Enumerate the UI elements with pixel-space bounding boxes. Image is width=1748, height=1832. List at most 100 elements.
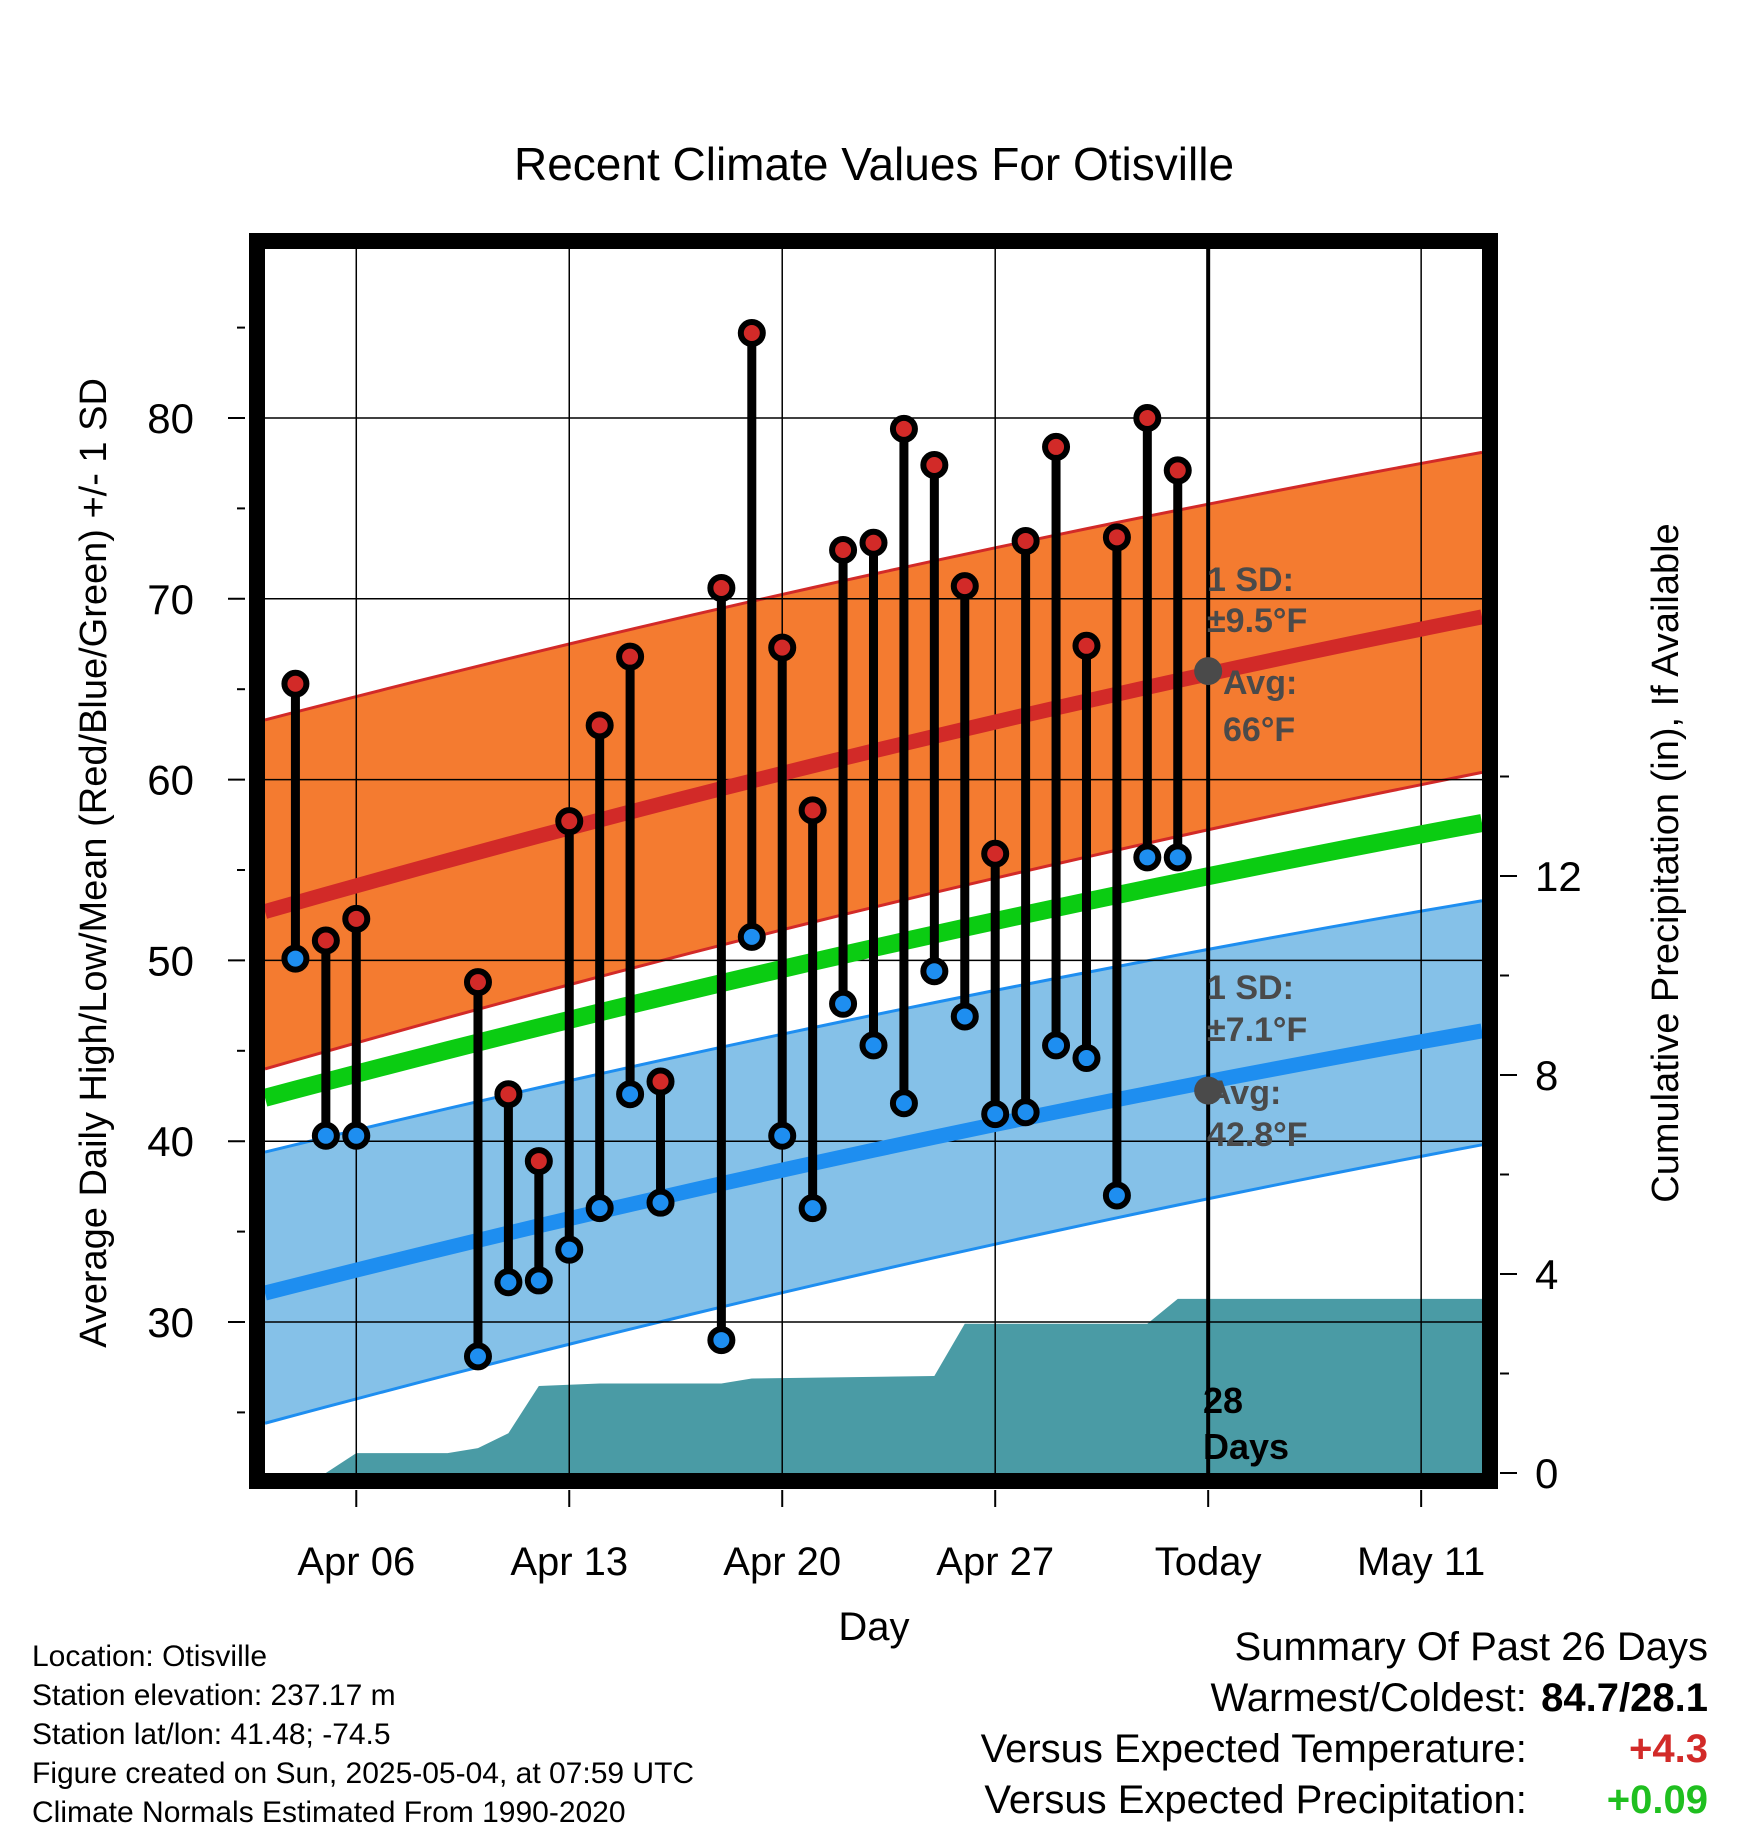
- high-point-25: [1163, 456, 1192, 485]
- low-point-14: [829, 989, 858, 1018]
- high-point-16: [889, 414, 918, 443]
- low-point-4: [494, 1268, 523, 1297]
- low-point-5: [524, 1266, 553, 1295]
- low-sd-lower-line: [264, 1143, 1483, 1425]
- high-point-23: [1102, 523, 1131, 552]
- low-point-11: [737, 922, 766, 951]
- low-point-21: [1042, 1031, 1071, 1060]
- x-tick-label-3: Apr 27: [936, 1540, 1054, 1584]
- high-point-6: [555, 807, 584, 836]
- high-point-18: [950, 572, 979, 601]
- y-tick-label-40: 40: [147, 1118, 194, 1165]
- low-avg-value: 42.8°F: [1207, 1116, 1308, 1154]
- high-avg-title: Avg:: [1223, 664, 1297, 702]
- y2-axis-label: Cumulative Precipitation (in), If Availa…: [1645, 523, 1687, 1202]
- high-point-0: [281, 669, 310, 698]
- days-number: 28: [1203, 1380, 1243, 1421]
- low-point-6: [555, 1235, 584, 1264]
- high-point-8: [616, 642, 645, 671]
- y2-tick-label-8: 8: [1535, 1052, 1558, 1099]
- high-point-4: [494, 1080, 523, 1109]
- high-point-24: [1133, 404, 1162, 432]
- low-point-2: [342, 1121, 371, 1150]
- low-point-19: [981, 1100, 1010, 1129]
- normals-text: Climate Normals Estimated From 1990-2020: [32, 1796, 626, 1829]
- x-tick-label-4: Today: [1155, 1540, 1262, 1584]
- low-point-13: [798, 1194, 827, 1223]
- plot-frame: [249, 233, 1498, 1489]
- high-sd-value: ±9.5°F: [1207, 602, 1307, 640]
- created-text: Figure created on Sun, 2025-05-04, at 07…: [32, 1757, 695, 1790]
- precip-label: Versus Expected Precipitation:: [984, 1778, 1527, 1822]
- high-sd-title: 1 SD:: [1207, 561, 1294, 599]
- low-avg-title: Avg:: [1207, 1074, 1281, 1112]
- low-point-10: [707, 1326, 736, 1355]
- y-tick-label-80: 80: [147, 395, 194, 442]
- latlon-text: Station lat/lon: 41.48; -74.5: [32, 1718, 391, 1751]
- high-point-19: [981, 839, 1010, 868]
- y-tick-label-50: 50: [147, 937, 194, 984]
- high-avg-value: 66°F: [1223, 711, 1295, 749]
- summary-panel: Summary Of Past 26 Days Warmest/Coldest:…: [981, 1622, 1708, 1826]
- high-point-2: [342, 904, 371, 933]
- high-point-7: [585, 711, 614, 740]
- y2-tick-label-4: 4: [1535, 1251, 1558, 1298]
- low-avg-line: [263, 1023, 1484, 1301]
- high-point-15: [859, 528, 888, 557]
- low-point-20: [1011, 1098, 1040, 1127]
- low-sd-title: 1 SD:: [1207, 969, 1294, 1007]
- high-point-5: [524, 1147, 553, 1176]
- high-point-17: [920, 451, 949, 480]
- elevation-text: Station elevation: 237.17 m: [32, 1679, 396, 1712]
- high-point-13: [798, 796, 827, 825]
- x-tick-label-5: May 11: [1357, 1540, 1485, 1584]
- low-point-17: [920, 957, 949, 986]
- high-point-10: [707, 573, 736, 602]
- summary-title: Summary Of Past 26 Days: [1234, 1625, 1708, 1669]
- low-sd-value: ±7.1°F: [1207, 1011, 1307, 1049]
- low-point-15: [859, 1031, 888, 1060]
- warmest-coldest-label: Warmest/Coldest:: [1210, 1676, 1527, 1720]
- high-point-11: [737, 319, 766, 348]
- low-point-8: [616, 1080, 645, 1109]
- high-point-3: [463, 968, 492, 997]
- grid: [265, 249, 1482, 1473]
- high-point-1: [311, 926, 340, 955]
- low-point-22: [1072, 1044, 1101, 1073]
- warmest-coldest-value: 84.7/28.1: [1541, 1676, 1708, 1720]
- temp-value: +4.3: [1629, 1727, 1708, 1771]
- high-point-14: [829, 535, 858, 564]
- high-point-21: [1042, 432, 1071, 461]
- y2-tick-label-12: 12: [1535, 853, 1582, 900]
- x-tick-label-2: Apr 20: [723, 1540, 841, 1584]
- low-point-3: [463, 1342, 492, 1371]
- high-avg-today-point: [1194, 657, 1223, 686]
- summary-precip-row: Versus Expected Precipitation: +0.09: [981, 1775, 1708, 1826]
- location-text: Location: Otisville: [32, 1640, 268, 1673]
- summary-warmest-row: Warmest/Coldest: 84.7/28.1: [981, 1673, 1709, 1724]
- station-info: Location: Otisville Station elevation: 2…: [32, 1637, 694, 1832]
- high-point-9: [646, 1067, 675, 1096]
- x-tick-label-0: Apr 06: [297, 1540, 415, 1584]
- y-tick-label-70: 70: [147, 576, 194, 623]
- x-tick-label-1: Apr 13: [510, 1540, 628, 1584]
- low-point-7: [585, 1194, 614, 1223]
- y-tick-label-30: 30: [147, 1299, 194, 1346]
- low-point-12: [768, 1121, 797, 1150]
- days-label: Days: [1203, 1426, 1289, 1467]
- high-point-20: [1011, 526, 1040, 555]
- low-point-1: [311, 1121, 340, 1150]
- low-point-0: [281, 944, 310, 973]
- summary-temp-row: Versus Expected Temperature: +4.3: [981, 1724, 1708, 1775]
- y-tick-label-60: 60: [147, 757, 194, 804]
- temp-label: Versus Expected Temperature:: [980, 1727, 1527, 1771]
- low-point-23: [1102, 1181, 1131, 1210]
- high-point-12: [768, 633, 797, 662]
- y-axis-label: Average Daily High/Low/Mean (Red/Blue/Gr…: [73, 378, 115, 1348]
- chart-title: Recent Climate Values For Otisville: [514, 138, 1234, 190]
- precip-value: +0.09: [1606, 1778, 1708, 1822]
- high-point-22: [1072, 631, 1101, 660]
- x-axis-label: Day: [838, 1605, 909, 1649]
